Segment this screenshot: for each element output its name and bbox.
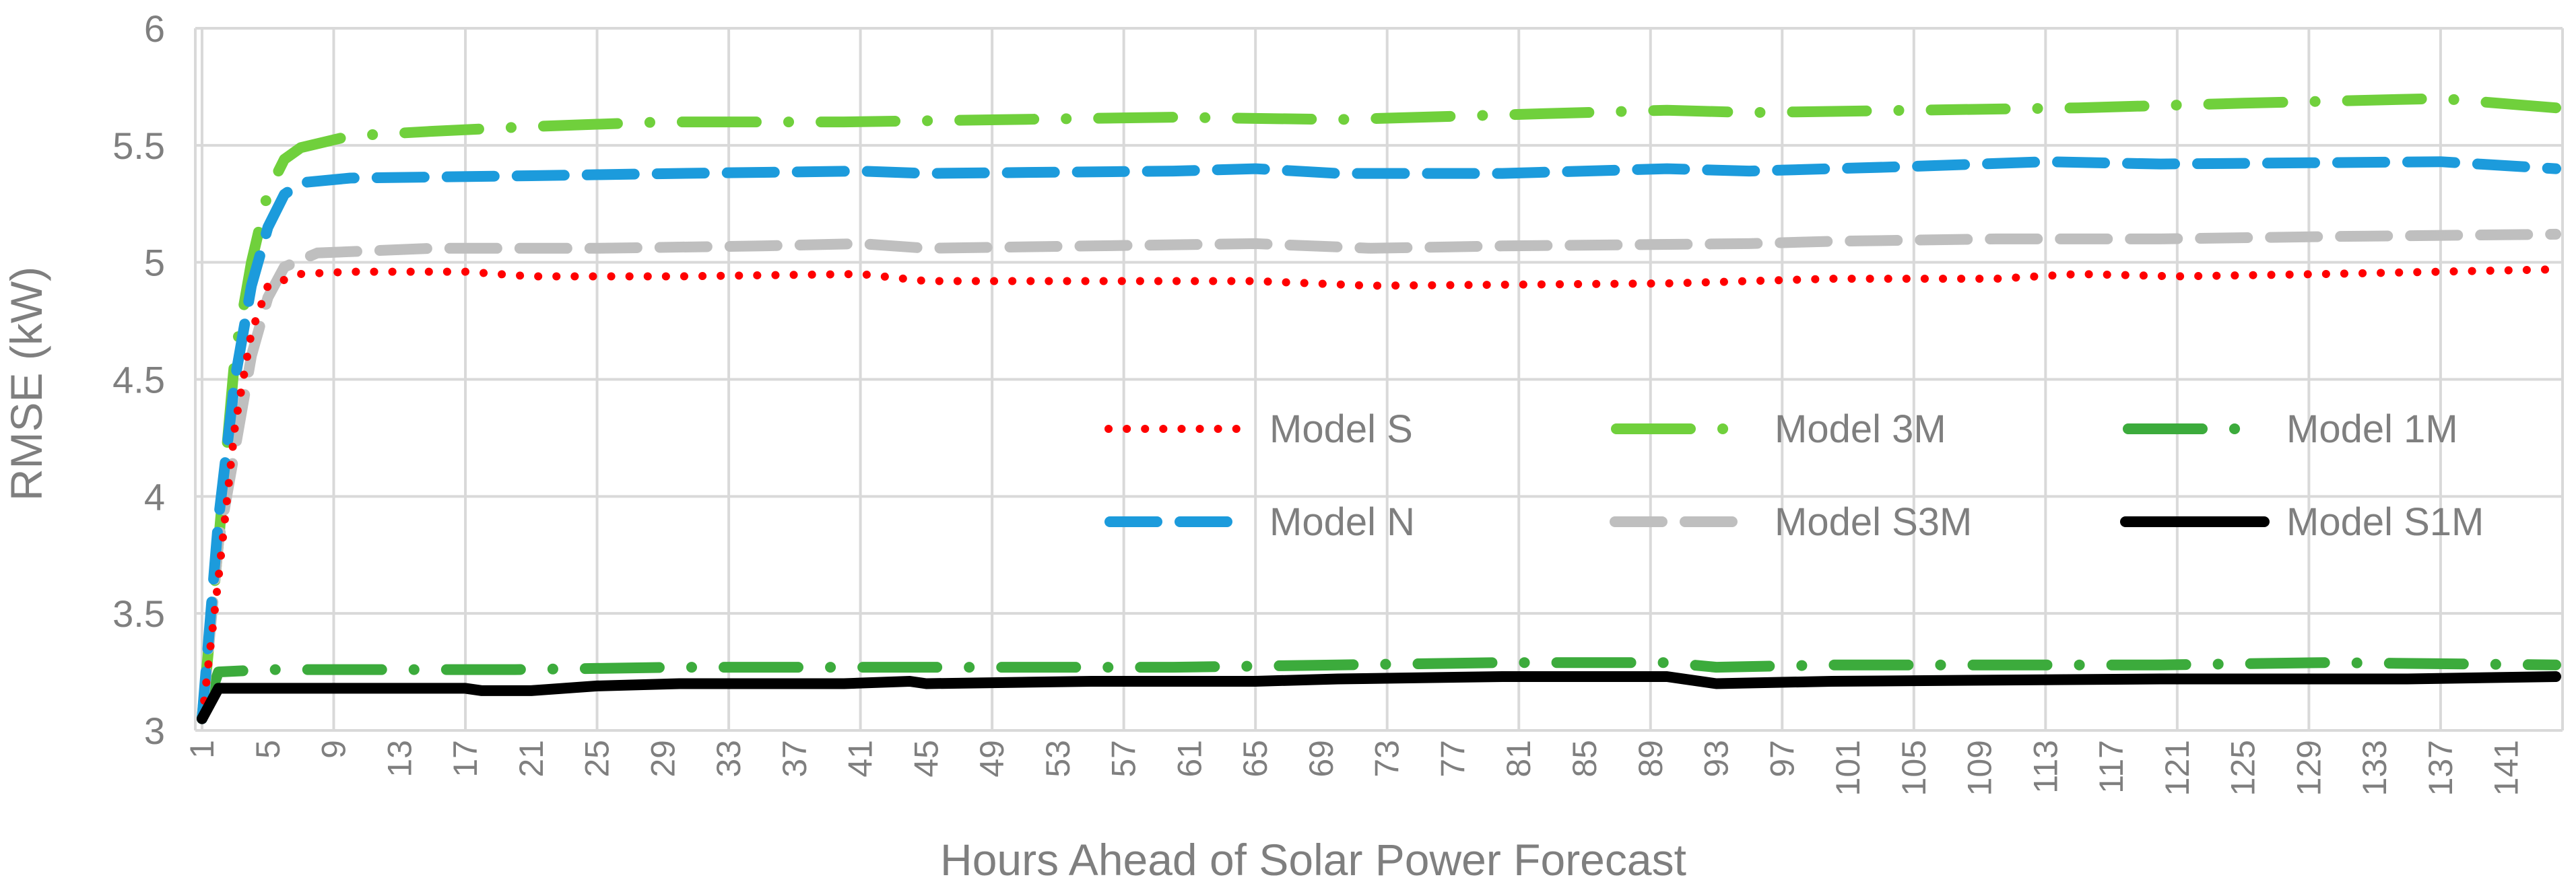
y-tick-label: 3 (144, 710, 165, 752)
x-tick-label: 113 (2026, 740, 2064, 794)
x-tick-label: 13 (381, 740, 418, 778)
x-tick-label: 89 (1632, 740, 1670, 778)
x-tick-label: 17 (447, 740, 484, 778)
x-tick-label: 61 (1170, 740, 1208, 778)
legend-entry-model-n: Model N (1104, 500, 1415, 544)
x-tick-label: 25 (579, 740, 616, 778)
series-lines (197, 93, 2561, 724)
x-tick-label: 29 (644, 740, 682, 778)
series-line-model-s1m (197, 671, 2561, 724)
x-tick-label: 129 (2290, 740, 2327, 796)
legend-label: Model S (1269, 407, 1413, 451)
x-tick-label: 137 (2422, 740, 2459, 796)
axes: 33.544.555.561 5 9 13 17 21 25 29 33 37 41 45 49 53 57… (112, 7, 2563, 796)
legend-entry-model-3m: Model 3M (1611, 407, 1946, 451)
x-tick-label: 81 (1500, 740, 1538, 778)
legend-entry-model-s: Model S (1104, 407, 1413, 451)
x-tick-label: 73 (1368, 740, 1406, 778)
x-tick-label: 141 (2488, 740, 2525, 796)
legend-entry-model-s3m: Model S3M (1610, 500, 1972, 544)
x-tick-label: 57 (1105, 740, 1143, 778)
x-tick-label: 93 (1698, 740, 1736, 778)
x-axis-title: Hours Ahead of Solar Power Forecast (940, 835, 1686, 885)
x-tick-label: 33 (710, 740, 748, 778)
x-tick-label: 105 (1895, 740, 1933, 796)
x-tick-label: 101 (1829, 740, 1867, 796)
x-tick-label: 5 (249, 740, 287, 759)
series-line-model-n (197, 156, 2561, 724)
x-tick-label: 41 (842, 740, 880, 778)
x-tick-label: 53 (1039, 740, 1077, 778)
x-tick-label: 69 (1302, 740, 1340, 778)
x-tick-label: 117 (2092, 740, 2130, 794)
x-tick-label: 37 (776, 740, 814, 778)
x-tick-label: 125 (2224, 740, 2262, 796)
series-line-model-s3m (197, 228, 2561, 724)
legend-entry-model-1m: Model 1M (2123, 407, 2458, 451)
y-tick-label: 5 (144, 242, 165, 284)
x-tick-label: 9 (315, 740, 353, 759)
legend-label: Model N (1269, 500, 1415, 544)
y-tick-label: 4.5 (112, 359, 165, 401)
legend-entry-model-s1m: Model S1M (2120, 500, 2484, 544)
x-tick-label: 49 (973, 740, 1011, 778)
legend-label: Model 1M (2286, 407, 2458, 451)
legend: Model S Model 3M Model 1M Model N Model S3M M… (1104, 407, 2484, 544)
x-tick-label: 77 (1434, 740, 1472, 778)
y-tick-label: 5.5 (112, 125, 165, 167)
x-tick-label: 97 (1763, 740, 1801, 778)
legend-label: Model 3M (1775, 407, 1946, 451)
y-tick-label: 4 (144, 475, 165, 518)
series-line-model-3m (197, 93, 2561, 724)
x-tick-label: 21 (513, 740, 550, 778)
x-tick-label: 85 (1566, 740, 1604, 778)
x-tick-label: 65 (1236, 740, 1274, 778)
x-tick-label: 121 (2158, 740, 2196, 796)
legend-label: Model S1M (2286, 500, 2484, 544)
legend-label: Model S3M (1775, 500, 1972, 544)
x-tick-label: 1 (183, 740, 221, 759)
y-tick-label: 3.5 (112, 592, 165, 635)
series-line-model-1m (197, 657, 2561, 724)
x-tick-label: 109 (1961, 740, 1999, 796)
x-tick-label: 45 (907, 740, 945, 778)
series-line-model-s (198, 265, 2560, 723)
y-tick-label: 6 (144, 7, 165, 50)
x-tick-label: 133 (2356, 740, 2393, 796)
y-axis-title: RMSE (kW) (1, 267, 51, 501)
